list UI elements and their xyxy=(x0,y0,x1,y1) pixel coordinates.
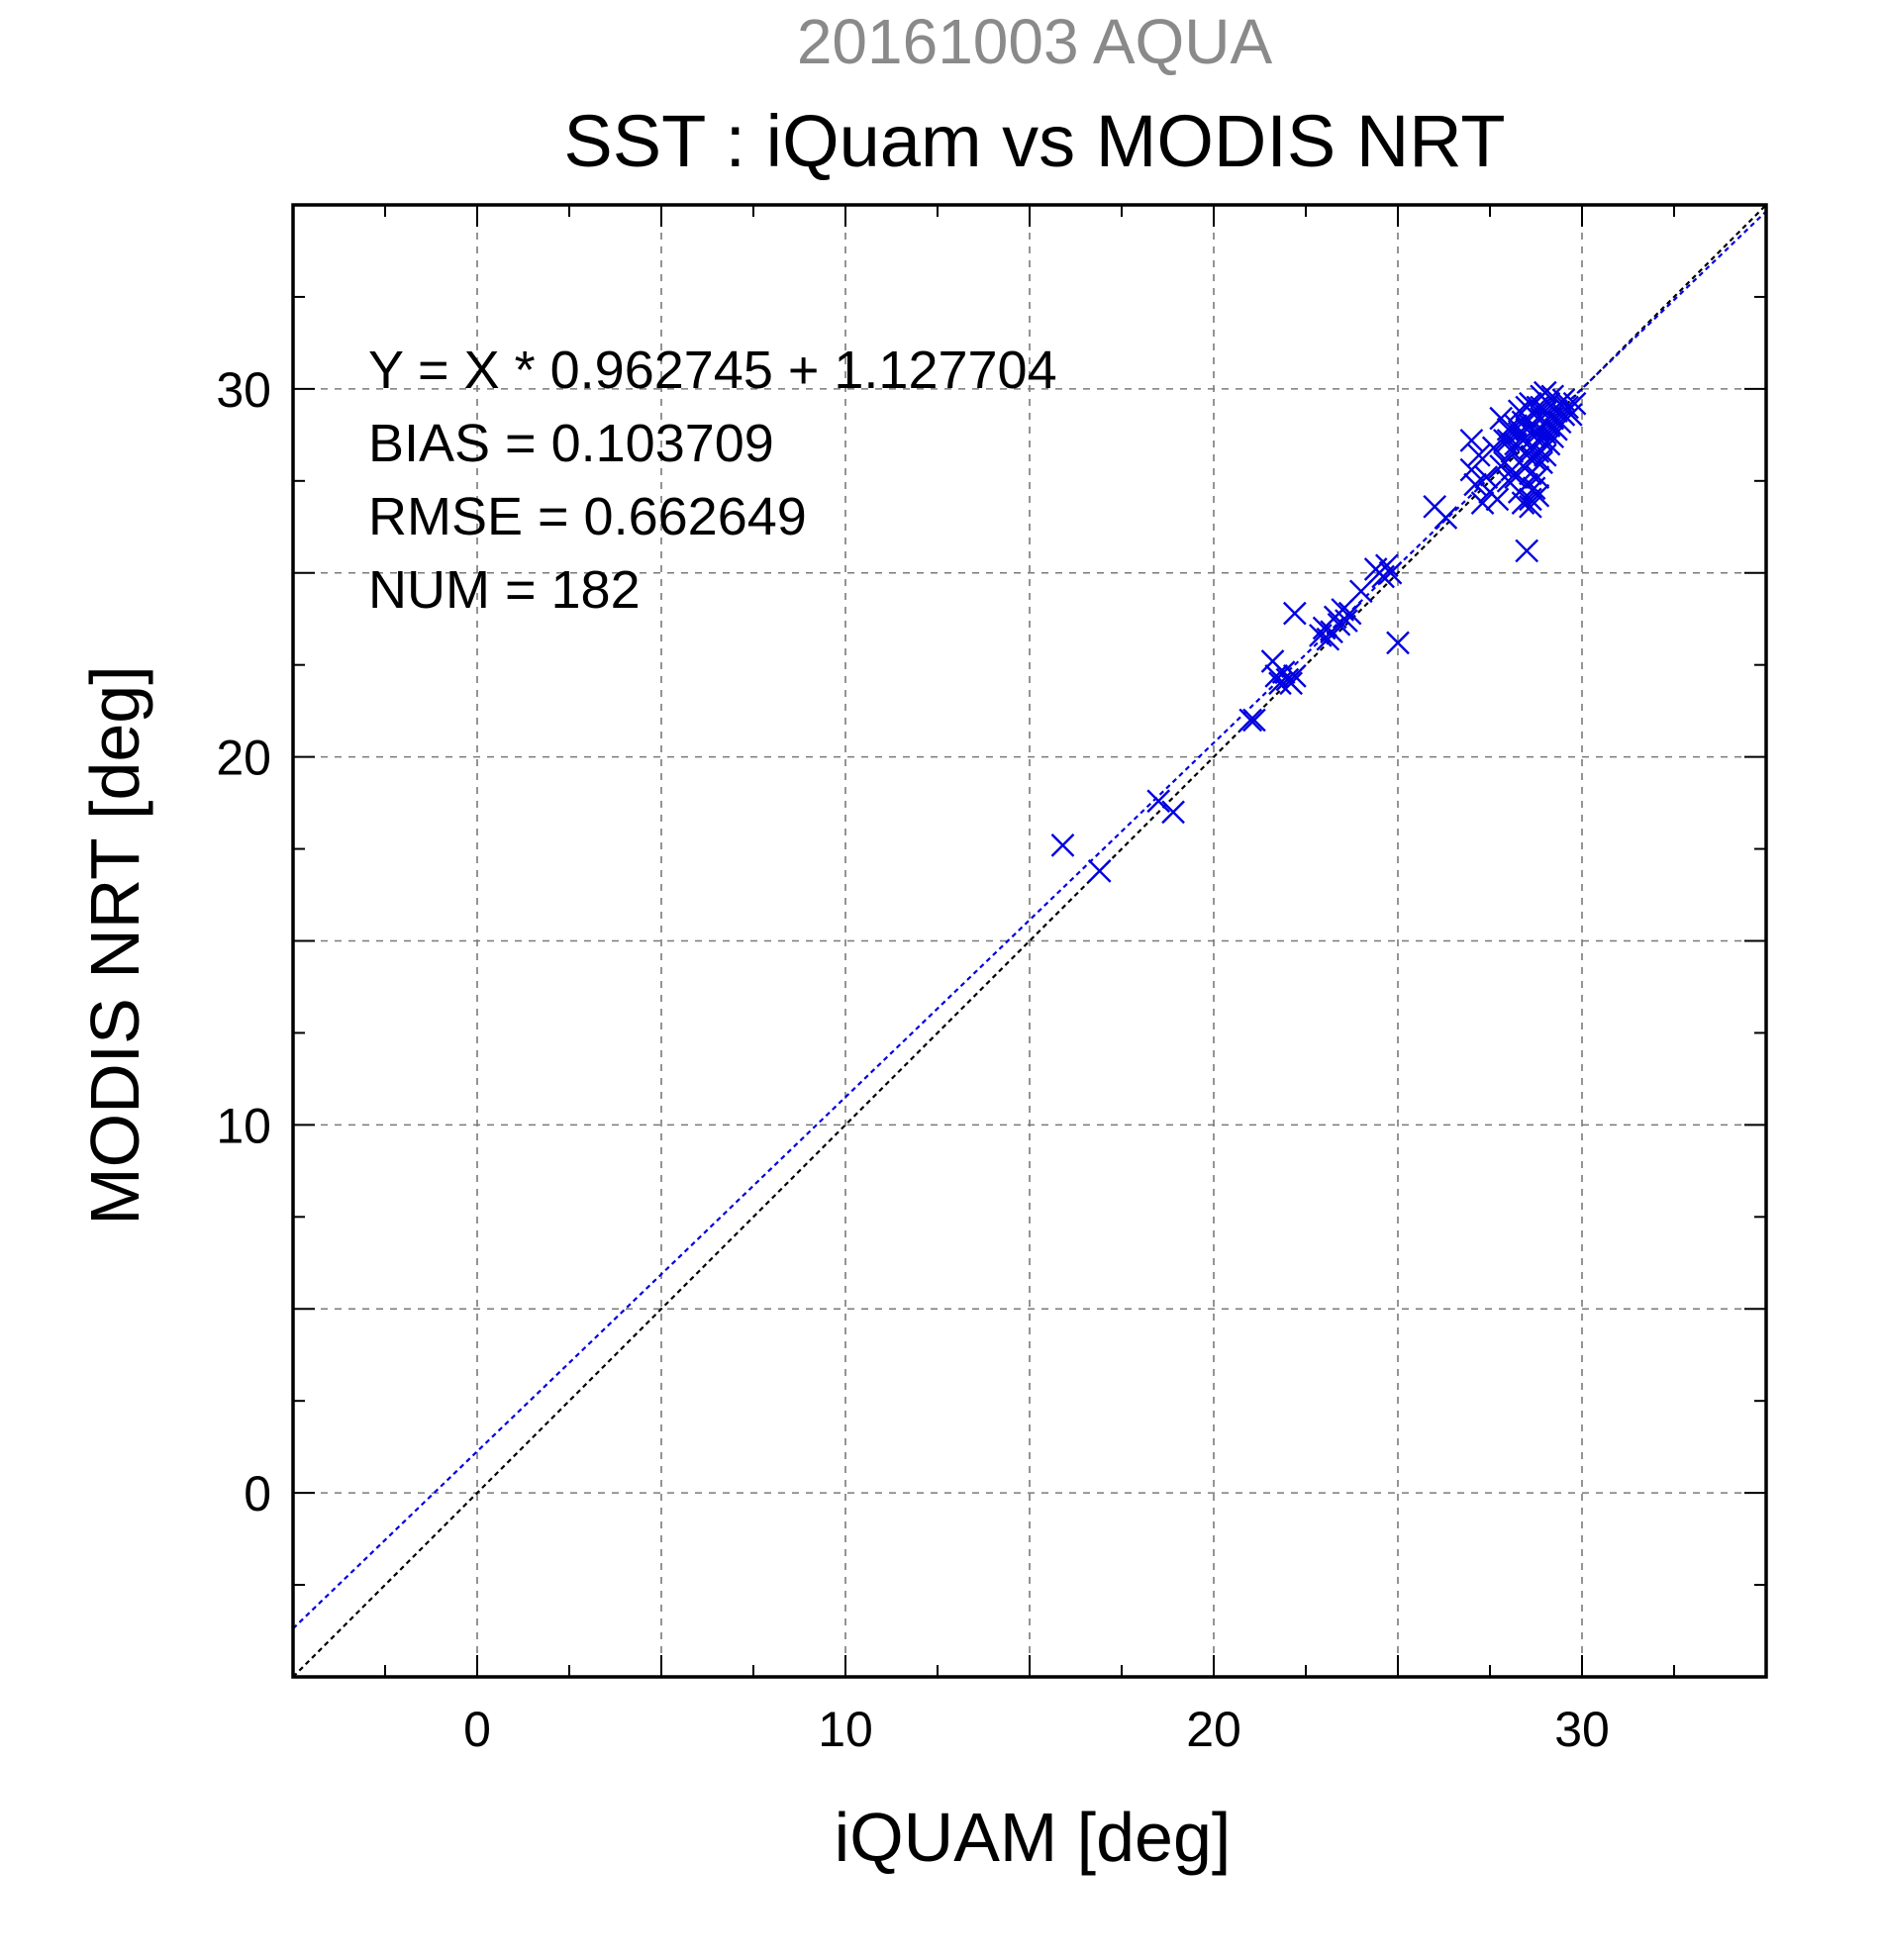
chart-title: 20161003 AQUA xyxy=(797,6,1273,77)
tick-labels: 0 10 20 30 0 10 20 30 xyxy=(216,362,1609,1757)
data-point xyxy=(1282,663,1307,688)
data-point xyxy=(1489,406,1514,431)
data-point xyxy=(1530,450,1553,475)
data-point xyxy=(1242,708,1266,733)
y-tick-label: 10 xyxy=(216,1098,271,1153)
regression-equation: Y = X * 0.962745 + 1.127704 xyxy=(368,341,1057,400)
data-points xyxy=(1050,380,1587,883)
y-tick-label: 0 xyxy=(244,1466,271,1521)
data-point xyxy=(1511,491,1535,515)
data-point xyxy=(1161,800,1185,825)
x-axis-label: iQUAM [deg] xyxy=(835,1799,1232,1876)
data-point xyxy=(1533,380,1557,405)
data-point xyxy=(1459,457,1484,482)
data-point xyxy=(1526,465,1550,489)
data-point xyxy=(1146,789,1171,814)
x-tick-label: 10 xyxy=(818,1702,873,1757)
bias-stat: BIAS = 0.103709 xyxy=(368,414,774,473)
data-point xyxy=(1504,465,1528,489)
x-tick-label: 30 xyxy=(1554,1702,1610,1757)
data-point xyxy=(1279,671,1303,696)
chart-subtitle: SST : iQuam vs MODIS NRT xyxy=(563,100,1505,182)
rmse-stat: RMSE = 0.662649 xyxy=(368,487,807,546)
data-point xyxy=(1335,609,1358,633)
data-point xyxy=(1470,491,1495,515)
data-point xyxy=(1337,601,1362,626)
data-point xyxy=(1459,429,1484,452)
y-tick-label: 30 xyxy=(216,362,271,418)
plot-frame xyxy=(291,203,1768,1679)
data-point xyxy=(1087,859,1112,883)
data-point xyxy=(1526,483,1550,508)
x-tick-label: 0 xyxy=(463,1702,491,1757)
num-stat: NUM = 182 xyxy=(368,560,641,620)
y-axis-label: MODIS NRT [deg] xyxy=(76,665,153,1225)
statistics-box: Y = X * 0.962745 + 1.127704 BIAS = 0.103… xyxy=(368,341,1057,620)
data-point xyxy=(1540,425,1565,449)
grid xyxy=(293,205,1766,1677)
data-point xyxy=(1316,627,1340,651)
data-point xyxy=(1378,560,1403,585)
data-point xyxy=(1386,631,1410,655)
data-point xyxy=(1496,429,1521,452)
data-point xyxy=(1489,454,1514,478)
y-tick-label: 20 xyxy=(216,731,271,786)
data-point xyxy=(1481,436,1506,460)
data-point xyxy=(1050,833,1075,857)
data-point xyxy=(1466,442,1491,467)
data-point xyxy=(1519,494,1542,519)
data-point xyxy=(1348,579,1373,604)
data-point xyxy=(1530,395,1553,420)
data-point xyxy=(1474,465,1499,489)
data-point xyxy=(1555,395,1579,420)
x-tick-label: 20 xyxy=(1186,1702,1241,1757)
data-point xyxy=(1485,487,1510,512)
data-point xyxy=(1515,539,1539,563)
data-point xyxy=(1434,506,1458,530)
data-point xyxy=(1463,472,1487,497)
data-point xyxy=(1282,601,1307,626)
data-point xyxy=(1536,432,1561,456)
data-point xyxy=(1238,708,1263,733)
data-point xyxy=(1562,391,1587,416)
data-point xyxy=(1374,553,1399,578)
data-point xyxy=(1547,410,1572,435)
